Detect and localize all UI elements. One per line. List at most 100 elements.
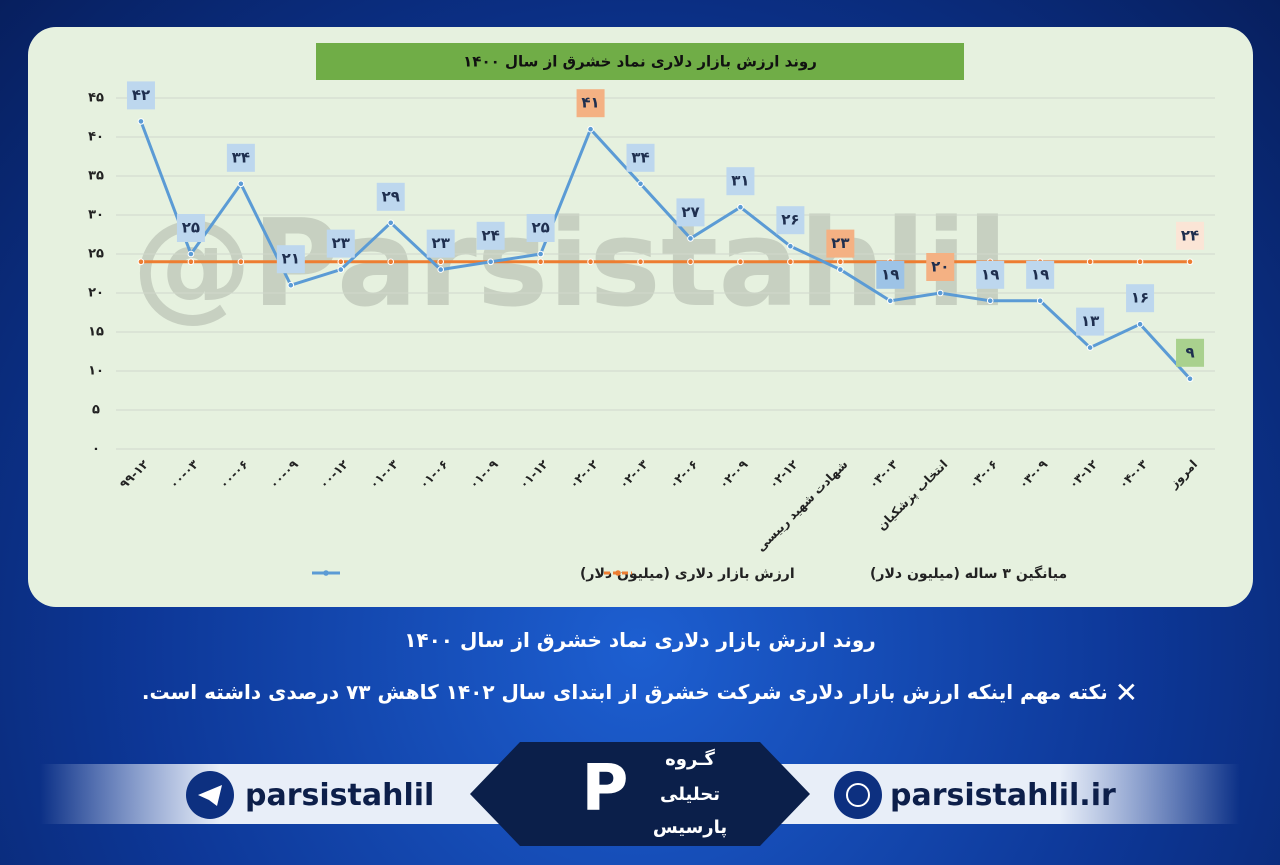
value-label-box <box>1176 221 1205 250</box>
value-label-box <box>976 260 1005 289</box>
point <box>437 258 445 266</box>
value-label: ۲۳ <box>432 234 450 252</box>
point <box>287 281 295 289</box>
value-label-box <box>1176 338 1205 367</box>
point <box>537 258 544 266</box>
legend-swatch-dot <box>323 570 329 576</box>
point <box>187 250 195 258</box>
point <box>637 258 644 266</box>
value-label-box <box>326 229 355 258</box>
value-label: ۳۴ <box>232 148 250 166</box>
x-tick-label: ۰۰-۰۹ <box>267 457 302 492</box>
value-label: ۳۱ <box>731 172 749 190</box>
value-label: ۳۴ <box>631 148 649 166</box>
value-label: ۲۳ <box>831 234 849 252</box>
x-tick-label: ۰۲-۰۲ <box>567 457 602 492</box>
x-tick-label: ۰۳-۰۳ <box>866 457 901 492</box>
y-tick-label: ۵ <box>92 403 100 418</box>
value-label: ۱۹ <box>881 265 899 283</box>
caption-note-text: نکته مهم اینکه ارزش بازار دلاری شرکت خشر… <box>141 680 1108 704</box>
value-label-box <box>676 198 705 227</box>
value-label-box <box>926 253 955 281</box>
value-label-box <box>476 221 505 250</box>
value-label-box <box>626 143 655 172</box>
value-label: ۲۱ <box>282 250 300 268</box>
point <box>487 258 494 266</box>
y-tick-label: ۰ <box>92 442 100 457</box>
point <box>237 180 245 188</box>
value-label: ۴۲ <box>132 86 150 104</box>
point <box>387 219 395 227</box>
caption-note: ✕ نکته مهم اینکه ارزش بازار دلاری شرکت خ… <box>141 676 1139 709</box>
value-label: ۲۷ <box>681 203 699 221</box>
x-tick-label: ۰۲-۰۳ <box>617 457 652 492</box>
point <box>787 258 794 266</box>
y-tick-label: ۱۵ <box>88 325 104 340</box>
series-line <box>139 120 1192 380</box>
point <box>787 242 794 250</box>
x-tick-label: ۰۰-۰۶ <box>217 457 251 491</box>
point <box>737 258 744 266</box>
chart-panel <box>28 27 1253 607</box>
value-label-box <box>876 260 905 289</box>
point <box>1086 344 1094 351</box>
value-label-box <box>1026 260 1055 289</box>
y-tick-label: ۲۵ <box>88 247 104 262</box>
point <box>1186 375 1194 383</box>
value-label: ۲۵ <box>182 219 200 237</box>
y-tick-label: ۴۵ <box>88 91 104 106</box>
point <box>137 258 145 266</box>
value-label-box <box>1126 284 1155 313</box>
point <box>936 289 944 297</box>
x-tick-label: ۰۴-۰۳ <box>1116 457 1151 492</box>
value-label: ۲۳ <box>332 234 350 252</box>
point <box>1136 258 1144 266</box>
point <box>687 258 694 266</box>
y-tick-label: ۳۰ <box>88 208 104 223</box>
value-label: ۲۴ <box>1181 226 1199 244</box>
value-label-box <box>176 214 205 242</box>
x-tick-label: ۰۰-۰۳ <box>167 457 202 492</box>
value-label: ۲۶ <box>781 211 799 229</box>
point <box>237 258 245 266</box>
value-label-box <box>376 182 405 211</box>
x-tick-label: ۰۱-۱۲ <box>517 457 552 492</box>
value-label-box <box>526 214 555 242</box>
value-label-box <box>826 229 855 258</box>
value-label-box <box>426 229 455 258</box>
title-box <box>316 43 964 80</box>
point <box>187 258 195 266</box>
y-tick-label: ۳۵ <box>88 169 104 184</box>
value-label: ۹ <box>1185 343 1194 361</box>
legend-label: ارزش بازار دلاری (میلیون دلار) <box>580 566 795 582</box>
value-label-box <box>1076 307 1105 336</box>
point <box>637 180 644 188</box>
value-label: ۲۵ <box>531 219 549 237</box>
x-tick-label: امروز <box>1166 457 1201 492</box>
legend-swatch-dot <box>615 570 621 576</box>
point <box>1036 297 1044 305</box>
legend-label: میانگین ۳ ساله (میلیون دلار) <box>870 565 1067 582</box>
point <box>886 297 894 305</box>
point <box>837 266 844 273</box>
value-label-box <box>126 81 155 110</box>
point <box>1186 258 1194 266</box>
x-tick-label: ۰۳-۱۲ <box>1066 457 1101 492</box>
x-tick-label: ۰۱-۰۶ <box>417 457 451 491</box>
value-label-box <box>276 245 305 274</box>
x-tick-label: شهادت شهید رییسی <box>754 457 851 554</box>
point <box>737 203 744 211</box>
y-tick-label: ۴۰ <box>88 130 104 145</box>
x-tick-label: ۰۳-۰۶ <box>966 457 1000 491</box>
y-tick-label: ۲۰ <box>88 286 104 301</box>
x-tick-label: ۰۱-۰۹ <box>467 457 502 492</box>
value-label: ۲۰ <box>931 258 949 276</box>
value-label-box <box>576 89 605 118</box>
point <box>137 118 145 125</box>
point <box>337 258 345 266</box>
point <box>437 266 445 273</box>
x-tick-label: ۰۲-۱۲ <box>766 457 801 492</box>
point <box>986 297 994 305</box>
value-label: ۱۶ <box>1131 289 1149 307</box>
